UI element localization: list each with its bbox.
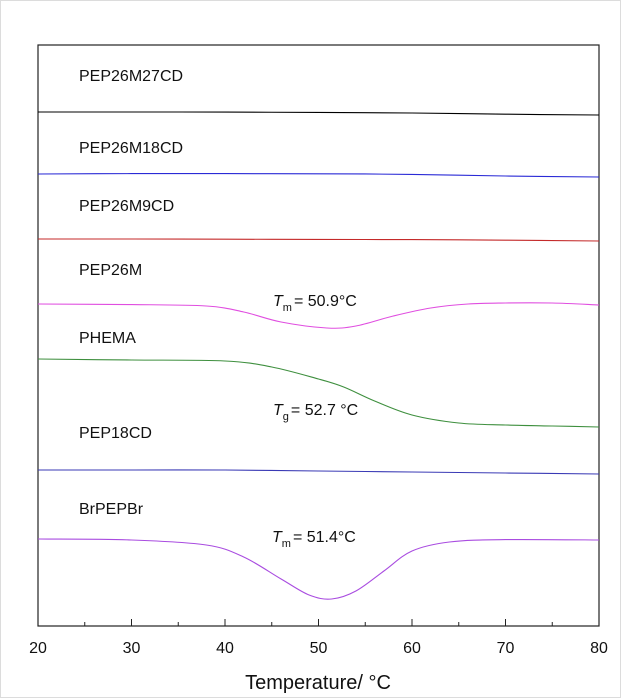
series-line-pep18cd [38,469,600,475]
series-line-pep26m18cd [37,173,600,178]
x-tick-label-60: 60 [403,640,421,657]
series-line-pep26m27cd [38,111,600,116]
x-tick-label-80: 80 [590,640,608,657]
annotation-phema: Tg = 52.7 °C [273,402,358,423]
x-tick-label-40: 40 [216,640,234,657]
series-label-pep18cd: PEP18CD [79,425,152,442]
series-line-brpepbr [37,538,600,600]
x-tick-label-50: 50 [310,640,328,657]
series-label-pep26m: PEP26M [79,262,142,279]
curves [37,111,600,600]
series-labels: PEP26M27CD PEP26M18CD PEP26M9CD PEP26M PHEMA… [79,68,183,518]
x-tick-label-20: 20 [29,640,47,657]
series-line-phema [37,358,600,428]
series-label-pep26m27cd: PEP26M27CD [79,68,183,85]
series-line-pep26m9cd [37,238,600,242]
x-axis: 20 30 40 50 60 70 80 [29,619,608,657]
series-label-pep26m9cd: PEP26M9CD [79,198,174,215]
x-axis-title: Temperature/ °C [245,672,391,694]
annotation-pep26m: Tm = 50.9°C [273,293,357,314]
series-label-pep26m18cd: PEP26M18CD [79,140,183,157]
annotations: Tm = 50.9°C Tg = 52.7 °C Tm = 51.4°C [272,293,358,550]
series-line-pep26m [37,302,600,329]
series-label-brpepbr: BrPEPBr [79,501,144,518]
x-tick-label-30: 30 [123,640,141,657]
series-label-phema: PHEMA [79,330,136,347]
annotation-brpepbr: Tm = 51.4°C [272,529,356,550]
x-tick-label-70: 70 [497,640,515,657]
